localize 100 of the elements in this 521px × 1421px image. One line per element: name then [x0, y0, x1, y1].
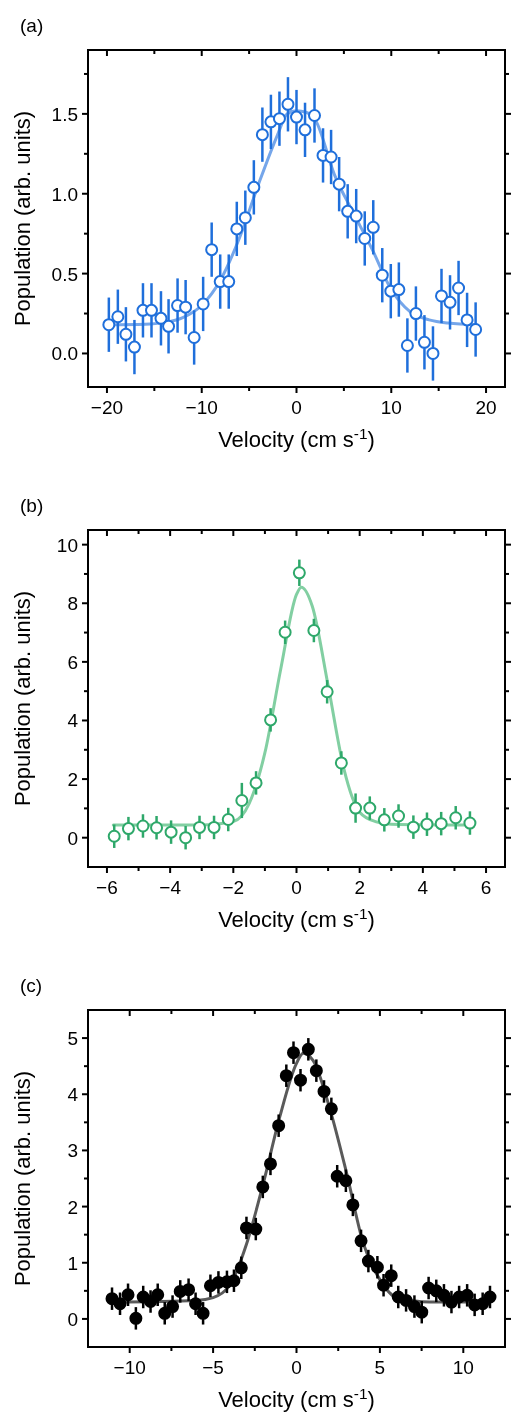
- y-tick-label: 1.5: [51, 103, 78, 125]
- point: [409, 307, 423, 321]
- point: [420, 817, 434, 831]
- point: [145, 303, 158, 317]
- point: [196, 297, 210, 311]
- x-tick-label: −2: [222, 877, 245, 898]
- point: [121, 1288, 135, 1302]
- point: [136, 819, 150, 833]
- point: [435, 289, 448, 303]
- point: [189, 1297, 203, 1311]
- point: [205, 243, 219, 257]
- x-tick-label: 10: [452, 1357, 474, 1378]
- x-tick-label: −5: [202, 1357, 224, 1378]
- y-tick-label: 4: [67, 710, 79, 732]
- y-axis-title: Population (arb. units): [10, 1070, 35, 1287]
- y-tick-label: 3: [67, 1140, 78, 1162]
- point: [179, 831, 193, 845]
- point: [377, 813, 391, 827]
- point: [127, 340, 141, 354]
- x-tick-label: 2: [354, 877, 365, 898]
- point: [366, 220, 380, 234]
- x-axis-title: Velocity (cm s$^{-1}$): [218, 424, 375, 452]
- y-tick-label: 8: [67, 593, 78, 615]
- point: [361, 1254, 375, 1268]
- point: [460, 1288, 474, 1302]
- x-tick-label: −4: [159, 877, 182, 898]
- point: [281, 97, 295, 111]
- point: [399, 1293, 413, 1307]
- chart-title: (a): [20, 15, 44, 36]
- point: [443, 295, 457, 309]
- x-axis-title: Velocity (cm s$^{-1}$): [218, 1384, 375, 1412]
- point: [317, 1084, 331, 1098]
- y-tick-label: 2: [67, 1196, 78, 1218]
- point: [483, 1290, 497, 1304]
- point: [196, 1306, 210, 1320]
- point: [272, 1119, 286, 1133]
- point: [121, 822, 135, 836]
- point: [469, 323, 483, 336]
- point: [182, 1283, 196, 1297]
- point: [463, 816, 477, 830]
- point: [193, 820, 207, 834]
- chart-title: (c): [20, 975, 43, 996]
- point: [129, 1311, 143, 1325]
- point: [264, 713, 278, 727]
- y-axis-title: Population (arb. units): [10, 110, 35, 327]
- x-tick-label: 10: [380, 397, 402, 418]
- point: [354, 1234, 368, 1248]
- point: [324, 1102, 338, 1116]
- y-tick-label: 4: [67, 1084, 79, 1106]
- point: [290, 110, 303, 124]
- x-tick-label: 0: [291, 877, 302, 898]
- point: [308, 108, 322, 122]
- point: [255, 128, 269, 142]
- point: [392, 809, 406, 823]
- point: [307, 624, 321, 638]
- point: [158, 1306, 172, 1320]
- point: [363, 801, 377, 815]
- point: [238, 211, 252, 225]
- y-axis-title: Population (arb. units): [10, 590, 35, 807]
- point: [400, 338, 414, 352]
- point: [166, 1300, 180, 1314]
- y-tick-label: 2: [67, 769, 78, 791]
- point: [334, 756, 348, 770]
- point: [249, 776, 263, 790]
- x-tick-label: 4: [417, 877, 429, 898]
- point: [301, 1042, 315, 1056]
- x-tick-label: −10: [113, 1357, 146, 1378]
- point: [154, 311, 168, 325]
- point: [207, 820, 221, 834]
- point: [309, 1064, 323, 1078]
- x-tick-label: 0: [291, 1357, 302, 1378]
- x-tick-label: 5: [374, 1357, 386, 1378]
- point: [150, 821, 164, 835]
- point: [434, 817, 448, 831]
- point: [234, 1261, 248, 1275]
- point: [370, 1260, 384, 1274]
- y-tick-label: 0: [67, 827, 78, 849]
- point: [222, 275, 236, 289]
- point: [287, 1046, 300, 1060]
- point: [426, 346, 440, 360]
- y-tick-label: 0.0: [51, 343, 78, 365]
- point: [384, 1269, 398, 1283]
- x-tick-label: 20: [475, 397, 497, 418]
- point: [476, 1297, 490, 1311]
- point: [278, 625, 292, 639]
- point: [346, 1198, 360, 1212]
- point: [294, 1073, 307, 1087]
- point: [279, 1069, 293, 1083]
- point: [272, 112, 286, 126]
- point: [162, 319, 176, 333]
- point: [235, 793, 249, 807]
- point: [298, 123, 312, 137]
- x-tick-label: −10: [185, 397, 218, 418]
- point: [339, 1174, 353, 1188]
- x-tick-label: 6: [480, 877, 492, 898]
- y-tick-label: 10: [56, 534, 78, 556]
- point: [256, 1180, 270, 1194]
- x-axis-title: Velocity (cm s$^{-1}$): [218, 904, 375, 932]
- point: [324, 150, 338, 164]
- point: [292, 566, 306, 580]
